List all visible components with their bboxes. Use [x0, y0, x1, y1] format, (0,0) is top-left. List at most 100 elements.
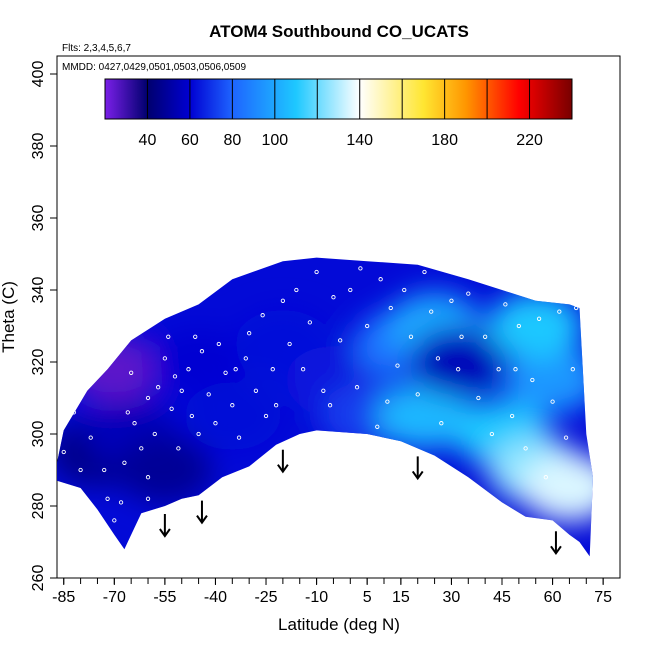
field-patch	[116, 436, 213, 504]
y-tick-label: 340	[30, 277, 47, 304]
sample-point	[415, 392, 420, 397]
sample-point	[482, 334, 488, 339]
sample-point	[129, 370, 134, 375]
colorbar-tick-label: 220	[516, 132, 543, 149]
field-patch	[504, 346, 593, 414]
y-tick-label: 320	[30, 349, 47, 376]
sample-point	[523, 446, 528, 451]
sample-point	[206, 392, 211, 397]
dates-note: MMDD: 0427,0429,0501,0503,0506,0509	[62, 62, 246, 73]
y-tick-label: 300	[30, 421, 47, 448]
sample-point	[321, 388, 326, 393]
colorbar: 40 60 80 100 140 180 220	[104, 78, 573, 149]
x-tick-label: -55	[153, 589, 176, 606]
sample-point	[145, 496, 151, 501]
y-tick-label: 360	[30, 205, 47, 232]
sample-point	[570, 367, 575, 372]
sample-point	[307, 320, 312, 325]
sample-point	[408, 334, 414, 339]
colorbar-tick-label: 40	[139, 132, 157, 149]
sample-point	[145, 395, 151, 401]
sample-point	[354, 385, 360, 390]
sample-point	[435, 356, 441, 361]
y-axis-label: Theta (C)	[0, 281, 18, 353]
sample-point	[233, 367, 238, 372]
sample-points	[61, 266, 579, 523]
sample-point	[509, 413, 515, 419]
sample-point	[253, 388, 259, 393]
arrow	[159, 514, 171, 538]
sample-point	[179, 388, 184, 393]
sample-point	[530, 377, 535, 383]
sample-point	[273, 403, 279, 408]
sample-point	[118, 500, 124, 505]
sample-point	[543, 475, 548, 480]
sample-point	[365, 323, 370, 329]
sample-point	[331, 295, 336, 300]
sample-point	[466, 291, 471, 296]
sample-point	[348, 287, 353, 293]
field-patch	[150, 328, 247, 396]
colorbar-tick-label: 180	[431, 132, 458, 149]
sample-point	[216, 341, 221, 347]
sample-point	[358, 266, 363, 271]
field-patches	[57, 292, 593, 522]
y-tick-label: 380	[30, 133, 47, 160]
colorbar-gradient	[104, 78, 573, 120]
field-patch	[487, 292, 584, 360]
x-axis-label: Latitude (deg N)	[278, 615, 400, 634]
sample-point	[314, 269, 319, 275]
sample-point	[169, 406, 174, 411]
sample-point	[422, 269, 427, 275]
sample-point	[270, 367, 275, 372]
x-axis: -85 -70 -55 -40 -25 -10 5 15 30 45 60 75	[52, 578, 612, 606]
sample-point	[260, 313, 265, 318]
sample-point	[155, 385, 161, 390]
sample-point	[236, 435, 242, 440]
sample-point	[557, 309, 562, 314]
sample-point	[496, 367, 501, 372]
sample-point	[550, 399, 555, 404]
x-tick-label: -40	[204, 589, 227, 606]
chart-title: ATOM4 Southbound CO_UCATS	[209, 22, 469, 41]
sample-point	[152, 431, 157, 437]
x-tick-label: 30	[443, 589, 461, 606]
sample-point	[186, 367, 191, 372]
plot-frame	[56, 55, 621, 579]
sample-point	[196, 431, 201, 437]
sample-point	[456, 367, 461, 372]
sample-point	[132, 421, 137, 426]
sample-point	[300, 367, 306, 372]
sample-point	[145, 475, 151, 480]
y-tick-label: 400	[30, 61, 47, 88]
sample-point	[88, 435, 93, 440]
sample-point	[78, 467, 83, 473]
sample-point	[563, 435, 569, 440]
sample-point	[574, 305, 579, 311]
arrow	[550, 531, 562, 556]
sample-point	[71, 410, 77, 415]
sample-point	[122, 460, 127, 465]
sample-point	[172, 374, 178, 379]
sample-point	[395, 363, 400, 368]
sample-point	[536, 316, 542, 321]
sample-point	[327, 403, 333, 408]
arrows	[159, 449, 562, 556]
sample-point	[429, 309, 434, 314]
sample-point	[503, 302, 508, 307]
sample-point	[230, 403, 235, 408]
sample-point	[139, 446, 144, 451]
flights-note: Flts: 2,3,4,5,6,7	[62, 43, 131, 54]
sample-point	[166, 334, 171, 339]
sample-point	[294, 287, 299, 293]
x-tick-label: -10	[305, 589, 328, 606]
arrow	[277, 449, 289, 474]
field-patch	[66, 335, 163, 404]
colorbar-tick-label: 60	[181, 132, 199, 149]
field-patch	[521, 454, 593, 522]
sample-point	[476, 395, 481, 401]
sample-point	[459, 334, 464, 339]
sample-point	[489, 431, 495, 437]
x-tick-label: 60	[544, 589, 562, 606]
